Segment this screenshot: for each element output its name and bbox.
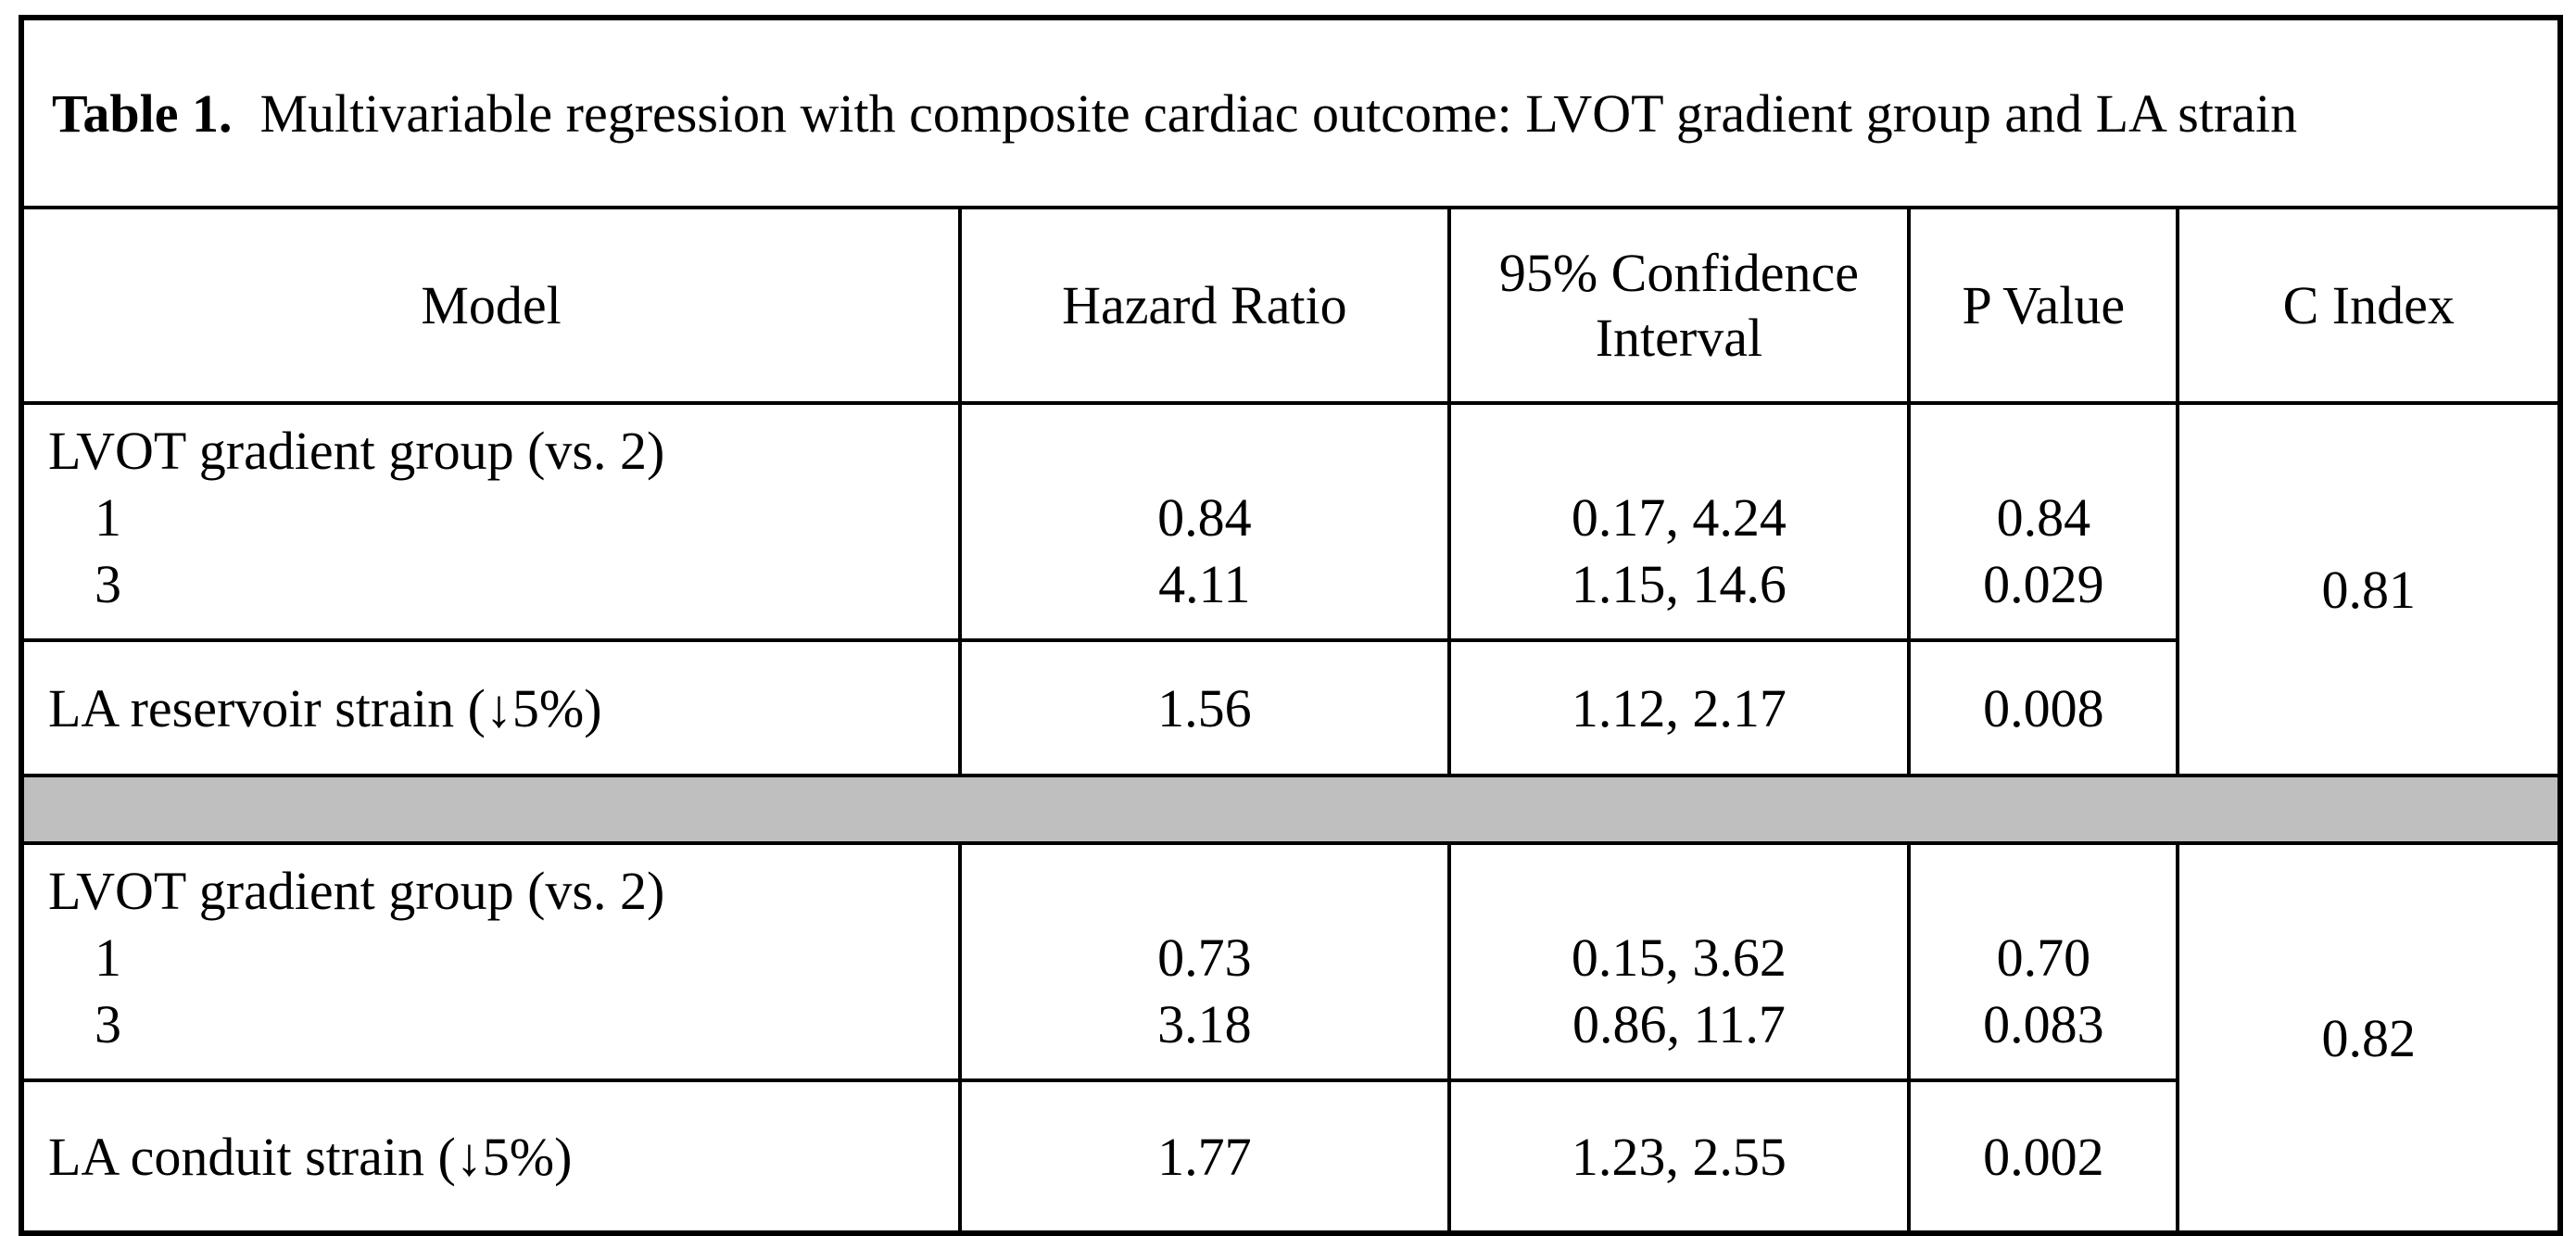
group-level: 3 [95,554,121,614]
p-value: 0.083 [1983,994,2104,1054]
spacer-line [964,418,1446,485]
spacer-line [1453,858,1906,925]
hazard-ratio-cell: 0.73 3.18 [958,841,1451,1082]
table-row: LA reservoir strain (↓5%) 1.56 1.12, 2.1… [19,638,2560,777]
model-cell-la-reservoir-strain: LA reservoir strain (↓5%) [19,638,963,777]
column-header-p-value: P Value [1907,206,2180,405]
confidence-interval-value: 1.23, 2.55 [1446,1078,1912,1235]
p-value-cell: 0.84 0.029 [1907,401,2180,642]
c-index-cell: 0.81 [2176,401,2562,777]
confidence-interval-value: 0.17, 4.24 [1571,487,1787,548]
confidence-interval-value: 1.15, 14.6 [1571,554,1787,614]
column-header-model: Model [19,206,963,405]
p-value: 0.029 [1983,554,2104,614]
group-level: 3 [95,994,121,1054]
hazard-ratio-value: 4.11 [1158,554,1251,614]
column-header-confidence-interval: 95% Confidence Interval [1446,206,1912,405]
spacer-line [1913,418,2174,485]
p-value: 0.70 [1996,927,2091,988]
title-row: Table 1. Multivariable regression with co… [19,16,2562,209]
spacer-line [964,858,1446,925]
separator-band [19,774,2562,845]
confidence-interval-value: 1.12, 2.17 [1446,638,1912,777]
confidence-interval-cell: 0.15, 3.62 0.86, 11.7 [1446,841,1912,1082]
column-header-c-index: C Index [2176,206,2562,405]
spacer-line [1453,418,1906,485]
regression-table: Table 1. Multivariable regression with co… [19,15,2563,1236]
hazard-ratio-value: 0.73 [1157,927,1252,988]
confidence-interval-value: 0.86, 11.7 [1572,994,1786,1054]
hazard-ratio-value: 1.56 [958,638,1451,777]
spacer-line [1913,858,2174,925]
hazard-ratio-value: 1.77 [958,1078,1451,1235]
table-title-text: Multivariable regression with composite … [259,82,2298,144]
hazard-ratio-value: 0.84 [1157,487,1252,548]
hazard-ratio-value: 3.18 [1157,994,1252,1054]
regression-table-container: Table 1. Multivariable regression with co… [19,15,2563,1236]
header-row: Model Hazard Ratio 95% Confidence Interv… [19,206,2562,405]
group-level: 1 [95,927,121,988]
model-cell-la-conduit-strain: LA conduit strain (↓5%) [19,1078,963,1235]
confidence-interval-value: 0.15, 3.62 [1571,927,1787,988]
group-level: 1 [95,487,121,548]
group-label: LVOT gradient group (vs. 2) [48,421,665,481]
hazard-ratio-cell: 0.84 4.11 [958,401,1451,642]
confidence-interval-cell: 0.17, 4.24 1.15, 14.6 [1446,401,1912,642]
table-row: LVOT gradient group (vs. 2) 1 3 0.73 3.1… [19,841,2562,1235]
p-value: 0.008 [1907,638,2180,777]
table-title: Table 1. Multivariable regression with co… [19,16,2562,209]
model-cell-lvot-group-2: LVOT gradient group (vs. 2) 1 3 [19,841,963,1082]
table-row: LVOT gradient group (vs. 2) 1 3 0.84 4.1… [19,401,2562,777]
model-cell-lvot-group-1: LVOT gradient group (vs. 2) 1 3 [19,401,963,642]
group-label: LVOT gradient group (vs. 2) [48,861,665,921]
table-number-label: Table 1. [52,82,233,144]
column-header-hazard-ratio: Hazard Ratio [958,206,1451,405]
separator-row [19,774,2562,845]
p-value-cell: 0.70 0.083 [1907,841,2180,1082]
p-value: 0.002 [1907,1078,2180,1235]
p-value: 0.84 [1996,487,2091,548]
c-index-cell: 0.82 [2176,841,2562,1235]
